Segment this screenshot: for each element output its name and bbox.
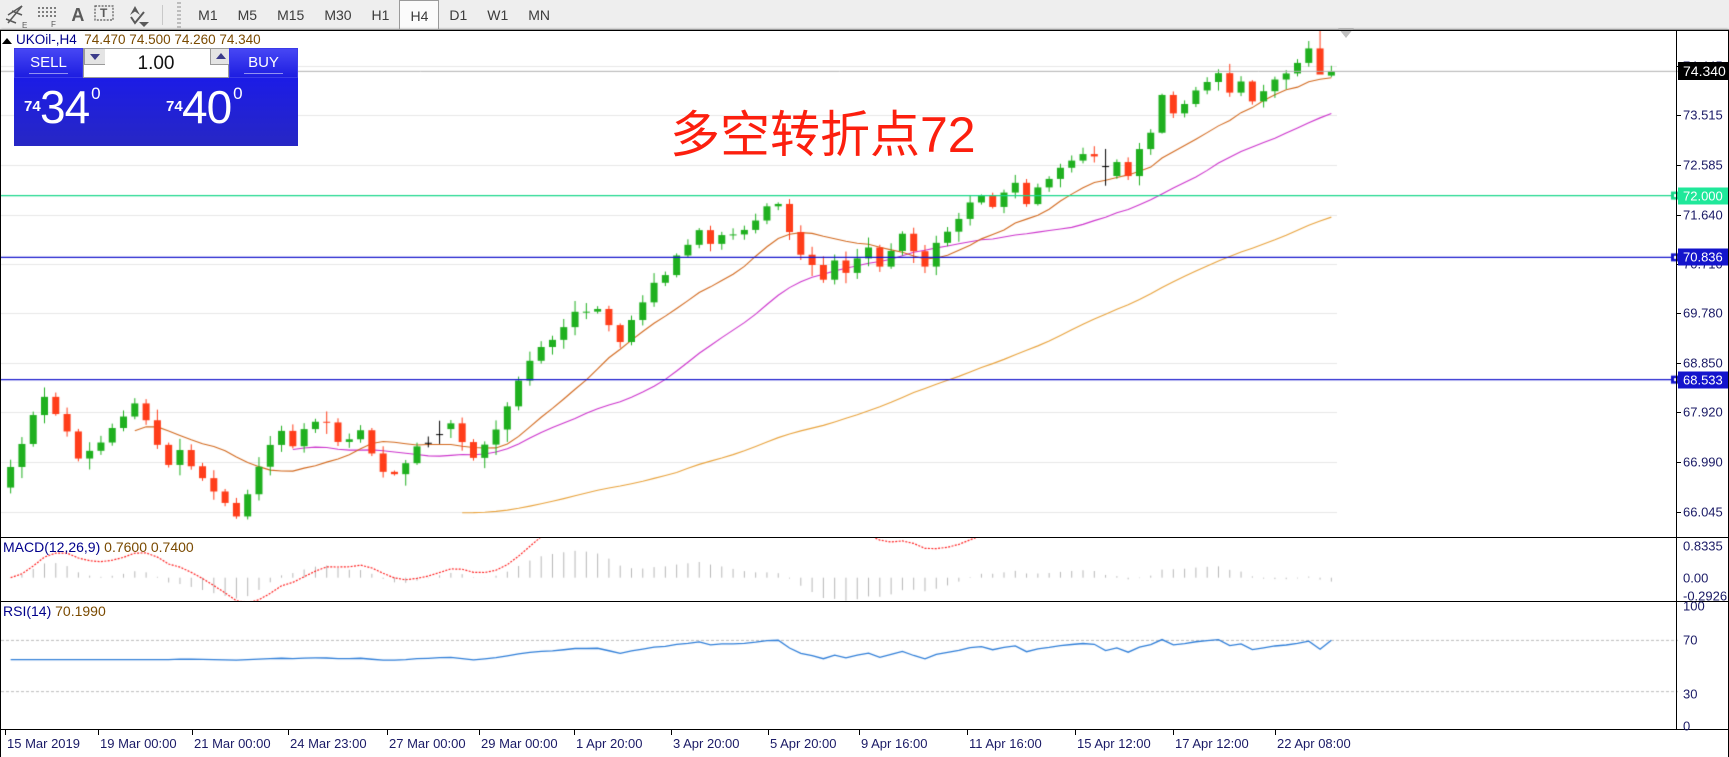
svg-text:F: F [51, 20, 56, 29]
svg-text:E: E [22, 21, 27, 30]
svg-text:T: T [100, 6, 108, 20]
